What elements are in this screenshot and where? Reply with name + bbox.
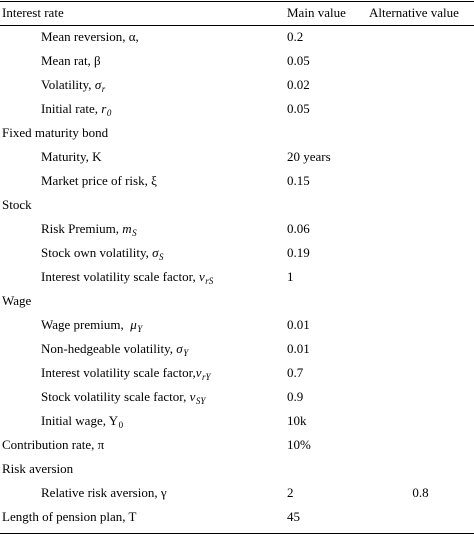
row-label: Length of pension plan, T [2,509,137,524]
row-label: Stock own volatility, σS [41,245,164,262]
row-label: Volatility, σr [41,77,106,94]
table-row-length-of-pension-plan: Length of pension plan, T 45 [0,505,474,529]
header-label: Interest rate [2,5,64,20]
row-main-value: 2 [287,485,294,500]
section-label: Wage [2,293,32,308]
table-row-wage-premium: Wage premium, μY 0.01 [0,313,474,337]
header-main-value: Main value [287,5,346,20]
row-main-value: 0.05 [287,53,310,68]
table-section-risk-aversion: Risk aversion [0,457,474,481]
row-label: Wage premium, μY [41,317,143,334]
table-top-rule [0,1,474,2]
row-main-value: 10k [287,413,307,428]
section-label: Fixed maturity bond [2,125,109,140]
table-row-risk-premium: Risk Premium, mS 0.06 [0,217,474,241]
row-label: Relative risk aversion, γ [41,485,167,500]
table-row-relative-risk-aversion: Relative risk aversion, γ 2 0.8 [0,481,474,505]
table-header-rule [0,25,474,26]
row-main-value: 20 years [287,149,331,164]
row-alt-value: 0.8 [412,485,429,500]
table-bottom-rule [0,533,474,534]
row-label: Mean reversion, α, [41,29,139,44]
row-label: Maturity, K [41,149,102,164]
row-label: Initial rate, r0 [41,101,112,118]
section-label: Risk aversion [2,461,74,476]
table-row-interest-volatility-scale-factor-rs: Interest volatility scale factor, νrS 1 [0,265,474,289]
row-label: Mean rat, β [41,53,101,68]
table-row-mean-rate: Mean rat, β 0.05 [0,49,474,73]
table-row-non-hedgeable-volatility: Non-hedgeable volatility, σY 0.01 [0,337,474,361]
table-row-initial-wage: Initial wage, Y0 10k [0,409,474,433]
section-label: Stock [2,197,32,212]
row-label: Market price of risk, ξ [41,173,157,188]
table-header-row: Interest rate Main value Alternative val… [0,1,474,25]
table-row-volatility: Volatility, σr 0.02 [0,73,474,97]
row-label: Non-hedgeable volatility, σY [41,341,189,358]
row-main-value: 0.01 [287,341,310,356]
row-main-value: 10% [287,437,311,452]
row-main-value: 0.06 [287,221,310,236]
row-main-value: 45 [287,509,300,524]
table-row-contribution-rate: Contribution rate, π 10% [0,433,474,457]
row-main-value: 0.05 [287,101,310,116]
header-alternative-value: Alternative value [369,5,459,20]
table-section-wage: Wage [0,289,474,313]
row-main-value: 0.9 [287,389,304,404]
row-main-value: 0.01 [287,317,310,332]
row-label: Risk Premium, mS [41,221,137,238]
table-row-maturity: Maturity, K 20 years [0,145,474,169]
table-row-market-price-of-risk: Market price of risk, ξ 0.15 [0,169,474,193]
row-main-value: 1 [287,269,294,284]
table-row-stock-volatility-scale-factor: Stock volatility scale factor, νSY 0.9 [0,385,474,409]
row-main-value: 0.7 [287,365,304,380]
row-label: Initial wage, Y0 [41,413,124,430]
row-label: Interest volatility scale factor,νrY [41,365,211,382]
table-row-stock-own-volatility: Stock own volatility, σS 0.19 [0,241,474,265]
table-row-mean-reversion: Mean reversion, α, 0.2 [0,25,474,49]
row-main-value: 0.15 [287,173,310,188]
row-main-value: 0.19 [287,245,310,260]
table-section-stock: Stock [0,193,474,217]
row-main-value: 0.02 [287,77,310,92]
table-row-initial-rate: Initial rate, r0 0.05 [0,97,474,121]
row-main-value: 0.2 [287,29,304,44]
table-row-interest-volatility-scale-factor-ry: Interest volatility scale factor,νrY 0.7 [0,361,474,385]
row-label: Contribution rate, π [2,437,105,452]
row-label: Stock volatility scale factor, νSY [41,389,206,406]
row-label: Interest volatility scale factor, νrS [41,269,214,286]
table-section-fixed-maturity-bond: Fixed maturity bond [0,121,474,145]
